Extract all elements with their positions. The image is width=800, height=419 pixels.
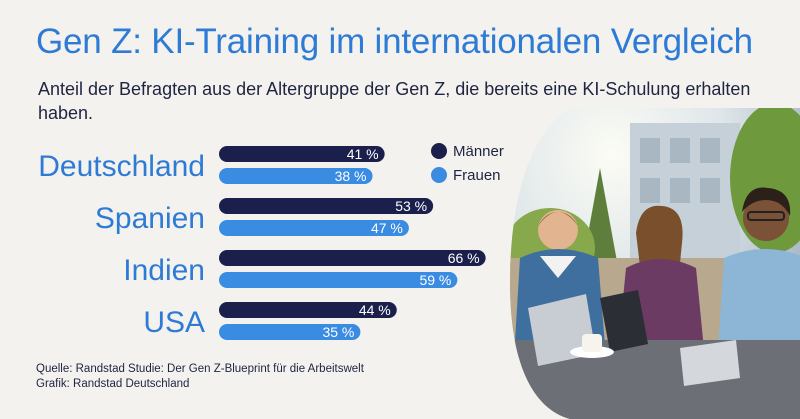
legend-marker-frauen (431, 167, 447, 183)
source-line: Quelle: Randstad Studie: Der Gen Z-Bluep… (36, 363, 364, 375)
bar-maenner-spanien (219, 198, 434, 214)
legend-marker-maenner (431, 143, 447, 159)
bar-maenner-indien (219, 250, 486, 266)
bar-value-frauen-deutschland: 38 % (335, 168, 367, 184)
bar-frauen-indien (219, 272, 458, 288)
students-photo (510, 108, 800, 419)
category-label-indien: Indien (123, 254, 205, 287)
chart-subtitle: Anteil der Befragten aus der Altergruppe… (38, 79, 751, 123)
bar-value-frauen-indien: 59 % (419, 272, 451, 288)
bar-frauen-deutschland (219, 168, 373, 184)
bar-value-maenner-spanien: 53 % (395, 198, 427, 214)
bar-value-maenner-usa: 44 % (359, 302, 391, 318)
bar-frauen-spanien (219, 220, 409, 236)
category-label-usa: USA (143, 306, 205, 339)
bar-value-maenner-indien: 66 % (448, 250, 480, 266)
legend-label-maenner: Männer (453, 143, 504, 160)
chart-title: Gen Z: KI-Training im internationalen Ve… (36, 22, 753, 61)
legend-label-frauen: Frauen (453, 167, 501, 184)
category-label-deutschland: Deutschland (38, 150, 205, 183)
category-label-spanien: Spanien (95, 202, 205, 235)
source-note: Quelle: Randstad Studie: Der Gen Z-Bluep… (36, 362, 364, 392)
bar-value-frauen-usa: 35 % (322, 324, 354, 340)
graphic-credit: Grafik: Randstad Deutschland (36, 378, 190, 390)
bar-maenner-deutschland (219, 146, 385, 162)
bar-frauen-usa (219, 324, 361, 340)
bar-value-frauen-spanien: 47 % (371, 220, 403, 236)
bar-value-maenner-deutschland: 41 % (347, 146, 379, 162)
bar-maenner-usa (219, 302, 397, 318)
